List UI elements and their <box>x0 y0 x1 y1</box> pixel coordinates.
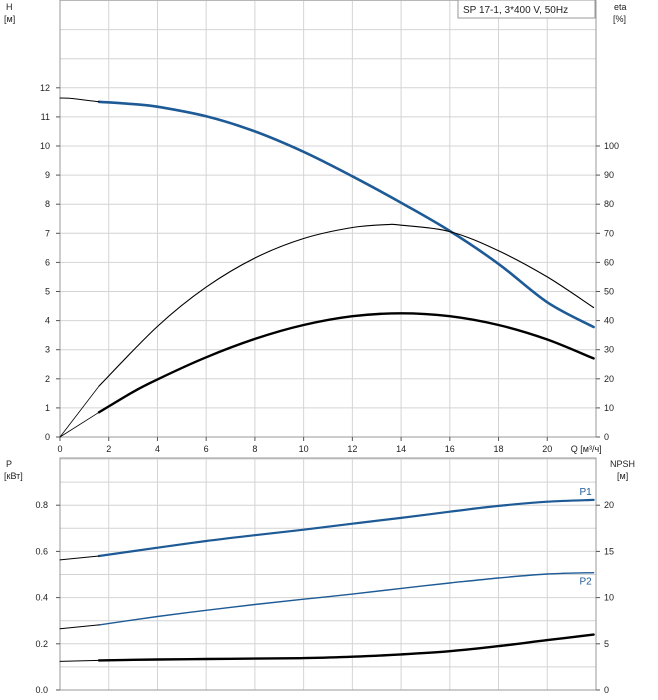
series-line-0 <box>97 498 595 558</box>
legend-box <box>457 0 596 19</box>
series-label-p2: P2 <box>579 577 592 588</box>
y-tick-label-eta: 30 <box>604 345 614 355</box>
right-axis-title: NPSH <box>610 459 635 469</box>
y-tick-label-eta: 50 <box>604 287 614 297</box>
y-tick-label-h: 5 <box>45 287 50 297</box>
right-axis-unit: [м] <box>617 471 628 481</box>
y-tick-label-h: 2 <box>45 374 50 384</box>
x-tick-label: 0 <box>57 444 62 454</box>
left-axis-unit: [кВт] <box>4 471 23 481</box>
y-tick-label-eta: 100 <box>604 141 619 151</box>
y-tick-label-npsh: 15 <box>604 546 614 556</box>
y-tick-label-eta: 40 <box>604 316 614 326</box>
series-line-4 <box>97 312 595 414</box>
left-axis-title: H <box>6 2 13 12</box>
left-axis-unit: [м] <box>4 14 15 24</box>
y-tick-label-eta: 0 <box>604 432 609 442</box>
series-line-2 <box>98 572 595 626</box>
extension-line-1 <box>59 97 100 103</box>
y-tick-label-h: 11 <box>41 112 50 122</box>
extension-line-1 <box>59 555 100 561</box>
y-tick-label-p: 0.4 <box>35 593 48 603</box>
y-tick-label-h: 1 <box>45 403 50 413</box>
y-tick-label-h: 8 <box>45 199 50 209</box>
series-line-0 <box>97 100 595 329</box>
y-tick-label-h: 10 <box>40 141 50 151</box>
right-axis-title: eta <box>614 2 627 12</box>
y-tick-label-p: 0.6 <box>35 546 48 556</box>
y-tick-label-npsh: 0 <box>604 685 609 695</box>
x-tick-label: 8 <box>252 444 257 454</box>
x-tick-label: 2 <box>106 444 111 454</box>
extension-line-3 <box>59 624 100 630</box>
y-tick-label-npsh: 10 <box>604 593 614 603</box>
x-tick-label: 4 <box>155 444 160 454</box>
y-tick-label-h: 0 <box>45 432 50 442</box>
x-axis-label: Q [м³/ч] <box>571 444 602 454</box>
y-tick-label-p: 0.8 <box>35 500 48 510</box>
y-tick-label-h: 7 <box>45 228 50 238</box>
left-axis-title: P <box>6 459 12 469</box>
y-tick-label-h: 6 <box>45 257 50 267</box>
y-tick-label-h: 12 <box>40 83 50 93</box>
y-tick-label-eta: 80 <box>604 199 614 209</box>
extension-line-5 <box>59 659 100 662</box>
extension-line-3 <box>59 385 100 438</box>
y-tick-label-eta: 90 <box>604 170 614 180</box>
plot-frame <box>59 457 597 691</box>
x-tick-label: 16 <box>445 444 455 454</box>
y-tick-label-eta: 10 <box>604 403 614 413</box>
y-tick-label-eta: 20 <box>604 374 614 384</box>
y-tick-label-p: 0.0 <box>35 685 48 695</box>
y-tick-label-p: 0.2 <box>35 639 48 649</box>
y-tick-label-eta: 60 <box>604 257 614 267</box>
x-tick-label: 6 <box>204 444 209 454</box>
series-line-2 <box>98 223 595 387</box>
x-tick-label: 12 <box>347 444 357 454</box>
y-tick-label-npsh: 5 <box>604 639 609 649</box>
y-tick-label-h: 4 <box>45 316 50 326</box>
legend-text: SP 17-1, 3*400 V, 50Hz <box>463 5 568 16</box>
series-label-p1: P1 <box>579 487 592 498</box>
y-tick-label-eta: 70 <box>604 228 614 238</box>
right-axis-unit: [%] <box>613 14 626 24</box>
x-tick-label: 10 <box>299 444 309 454</box>
extension-line-5 <box>59 411 100 438</box>
series-line-4 <box>97 633 595 662</box>
y-tick-label-npsh: 20 <box>604 500 614 510</box>
x-tick-label: 14 <box>396 444 406 454</box>
y-tick-label-h: 9 <box>45 170 50 180</box>
x-tick-label: 18 <box>494 444 504 454</box>
plot-frame <box>59 0 597 438</box>
x-tick-label: 20 <box>542 444 552 454</box>
y-tick-label-h: 3 <box>45 345 50 355</box>
